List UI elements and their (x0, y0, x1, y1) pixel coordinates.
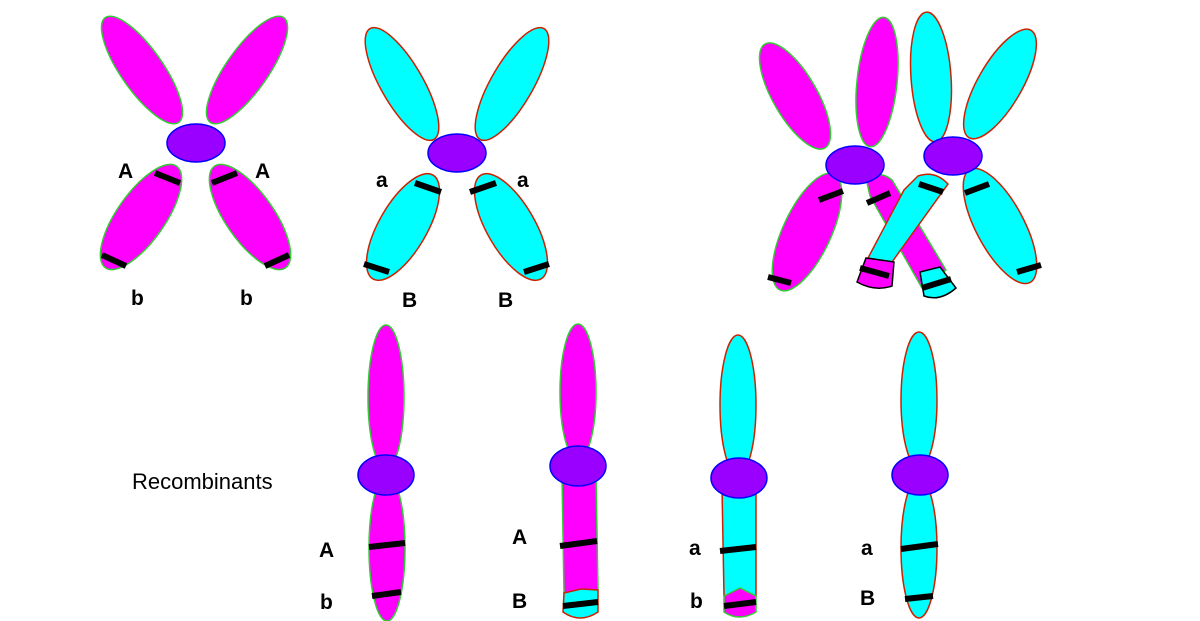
chromatid-arm (758, 42, 832, 150)
allele-label: b (320, 591, 333, 614)
crossover-pair (758, 11, 1042, 299)
gene-band (767, 274, 792, 286)
chromosome-arm (559, 323, 597, 461)
allele-label: a (861, 537, 873, 560)
centromere (166, 123, 226, 163)
gene-band (363, 261, 390, 275)
allele-label: B (402, 289, 417, 312)
gene-band (900, 541, 939, 552)
parent-chromosome-cyan (363, 26, 550, 282)
recombinant-chromosome: A B (512, 323, 607, 619)
allele-label: A (319, 539, 334, 562)
gene-band (368, 540, 406, 550)
gene-band (263, 252, 291, 269)
gene-band (817, 188, 845, 203)
gene-band (719, 544, 757, 554)
gene-band (723, 599, 757, 609)
chromatid-arm (205, 15, 289, 125)
allele-label: b (240, 287, 253, 310)
allele-label: A (118, 160, 133, 183)
allele-label: B (512, 590, 527, 613)
parent-cyan-labels: a a B B (376, 169, 529, 312)
chromatid-arm (100, 15, 184, 125)
allele-label: A (255, 160, 270, 183)
parent-magenta-labels: A A b b (118, 160, 270, 310)
gene-band (100, 252, 128, 269)
recombinants-caption: Recombinants (132, 469, 273, 494)
gene-band (918, 181, 944, 195)
chromatid-arm (909, 11, 953, 143)
chromosome-arm (719, 334, 757, 476)
gene-band (559, 538, 598, 549)
chromosome-arm (721, 484, 757, 597)
gene-band (921, 276, 952, 291)
gene-band (210, 170, 239, 186)
chromatid-arm (855, 16, 899, 148)
chromatid-arm (365, 172, 441, 282)
chromatid-arm (474, 26, 550, 142)
chromatid-arm (208, 163, 292, 271)
centromere (427, 133, 487, 173)
recombinant-chromosome: A b (319, 324, 415, 621)
recombinant-chromosome: a B (860, 331, 949, 619)
allele-label: a (689, 537, 701, 560)
allele-label: a (517, 169, 529, 192)
chromatid-arm (962, 28, 1038, 140)
gene-band (859, 265, 890, 279)
gene-band (153, 170, 182, 186)
parent-chromosome-magenta (99, 15, 292, 271)
centromere (549, 445, 607, 487)
gene-band (904, 593, 934, 602)
chromatid-arm (962, 167, 1038, 285)
allele-label: b (131, 287, 144, 310)
gene-band (523, 261, 550, 275)
centromere (357, 454, 415, 496)
allele-label: B (498, 289, 513, 312)
chromosome-arm (561, 472, 599, 594)
centromere (710, 457, 768, 499)
allele-label: b (690, 590, 703, 613)
gene-band (469, 180, 497, 195)
chromosome-arm (900, 331, 938, 469)
recombinant-chromosome: a b (689, 334, 768, 618)
centromere (923, 136, 983, 176)
allele-label: B (860, 587, 875, 610)
chromatid-arm (99, 163, 183, 271)
chromatid-arm (473, 172, 549, 282)
chromosome-arm (367, 324, 405, 470)
gene-band (414, 180, 442, 195)
centromere (825, 145, 885, 185)
allele-label: A (512, 526, 527, 549)
chromatid-arm (364, 26, 440, 142)
gene-band (963, 181, 991, 196)
allele-label: a (376, 169, 388, 192)
gene-band (371, 589, 402, 599)
centromere (891, 454, 949, 496)
gene-band (562, 599, 599, 609)
gene-band (1016, 262, 1042, 275)
gene-band (865, 190, 892, 206)
